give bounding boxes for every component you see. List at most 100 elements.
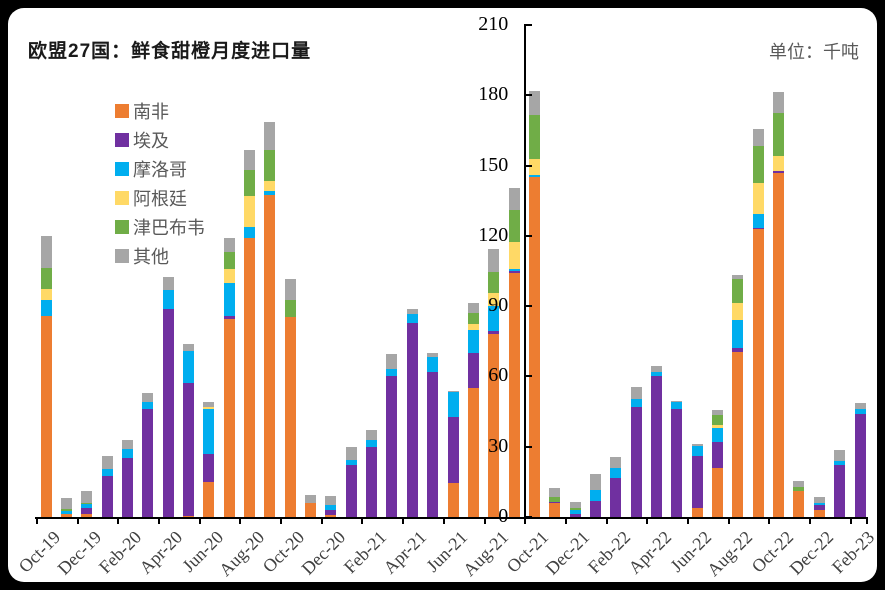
bar-segment-其他: [223, 238, 235, 253]
chart-legend: 南非 埃及 摩洛哥 阿根廷 津巴布韦 其他: [115, 96, 205, 270]
bar-segment-摩洛哥: [142, 402, 154, 410]
x-axis-label-Aug-22: Aug-22: [702, 527, 757, 581]
bar-segment-南非: [284, 316, 296, 517]
bar-segment-埃及: [569, 513, 581, 517]
x-axis-tick: [117, 517, 120, 524]
bar-segment-摩洛哥: [40, 300, 52, 316]
bar-Mar-20: [142, 392, 154, 517]
bar-segment-摩洛哥: [691, 445, 703, 457]
legend-swatch-icon: [115, 219, 129, 234]
legend-label: 阿根廷: [133, 188, 187, 209]
bar-segment-其他: [773, 91, 785, 113]
x-axis-label-Apr-21: Apr-21: [379, 527, 431, 578]
legend-swatch-icon: [115, 103, 129, 118]
x-axis-tick: [35, 517, 38, 524]
x-axis-tick: [849, 517, 852, 524]
x-axis-tick: [76, 517, 79, 524]
chart-title: 欧盟27国：鲜食甜橙月度进口量: [28, 41, 312, 62]
bar-segment-其他: [610, 457, 622, 468]
bar-segment-南非: [244, 238, 255, 517]
y-axis-tick-label: 30: [488, 434, 509, 457]
bar-segment-津巴布韦: [569, 507, 581, 510]
bar-segment-摩洛哥: [366, 439, 378, 447]
y-axis-tick: [524, 305, 533, 308]
bar-segment-其他: [671, 401, 683, 403]
bar-segment-阿根廷: [488, 293, 500, 307]
bar-segment-南非: [40, 315, 52, 517]
bar-segment-其他: [366, 430, 378, 440]
bar-segment-南非: [305, 502, 317, 517]
bar-segment-津巴布韦: [264, 150, 276, 181]
bar-segment-南非: [712, 467, 724, 517]
bar-segment-津巴布韦: [752, 145, 764, 184]
bar-segment-其他: [813, 497, 825, 503]
bar-Jan-21: [345, 446, 357, 517]
bar-May-21: [427, 353, 439, 517]
bar-segment-摩洛哥: [610, 467, 622, 479]
legend-item-4: 津巴布韦: [115, 212, 205, 241]
bar-segment-南非: [528, 177, 540, 517]
x-axis-tick: [564, 517, 567, 524]
legend-swatch-icon: [115, 190, 129, 205]
bar-Aug-20: [244, 150, 255, 517]
y-axis-tick: [524, 445, 533, 448]
bar-segment-摩洛哥: [651, 371, 662, 377]
bar-Feb-23: [854, 403, 866, 517]
bar-segment-津巴布韦: [488, 272, 500, 294]
bar-segment-南非: [182, 515, 194, 517]
bar-segment-埃及: [162, 308, 174, 517]
bar-segment-其他: [406, 308, 418, 315]
bar-segment-埃及: [101, 476, 113, 517]
bar-segment-埃及: [508, 271, 520, 274]
bar-segment-阿根廷: [223, 268, 235, 283]
x-axis-label-Feb-21: Feb-21: [339, 527, 390, 578]
bar-segment-其他: [589, 473, 601, 491]
bar-segment-阿根廷: [244, 196, 255, 227]
bar-Apr-22: [651, 365, 662, 517]
bar-segment-南非: [467, 388, 479, 517]
bar-segment-南非: [325, 514, 337, 517]
y-axis-tick: [524, 164, 533, 167]
bar-segment-其他: [712, 410, 724, 416]
x-axis-label-Aug-20: Aug-20: [214, 527, 268, 581]
bar-May-20: [182, 343, 194, 517]
bar-segment-摩洛哥: [671, 402, 683, 410]
y-axis-tick-label: 210: [478, 13, 509, 35]
x-axis-tick: [524, 517, 527, 524]
x-axis-tick: [361, 517, 364, 524]
bar-segment-摩洛哥: [834, 460, 846, 466]
chart-card: 欧盟27国：鲜食甜橙月度进口量 单位：千吨 南非 埃及 摩洛哥 阿根廷 津巴布韦 其他 0…: [8, 8, 878, 582]
bar-segment-摩洛哥: [589, 490, 601, 501]
bar-segment-埃及: [427, 371, 439, 517]
legend-label: 其他: [133, 246, 169, 267]
bar-segment-其他: [81, 491, 93, 503]
bar-segment-南非: [223, 319, 235, 517]
bar-Apr-20: [162, 276, 174, 517]
legend-item-2: 摩洛哥: [115, 154, 205, 183]
bar-segment-其他: [793, 480, 805, 487]
bar-segment-其他: [447, 390, 459, 392]
x-axis-tick: [442, 517, 445, 524]
bar-segment-阿根廷: [508, 241, 520, 269]
x-axis-end-tick: [866, 517, 868, 524]
bar-segment-埃及: [712, 442, 724, 468]
bar-segment-摩洛哥: [813, 502, 825, 506]
bar-segment-摩洛哥: [182, 350, 194, 384]
x-axis-label-Feb-20: Feb-20: [95, 527, 146, 578]
bar-segment-摩洛哥: [406, 314, 418, 323]
bar-segment-摩洛哥: [712, 428, 724, 443]
x-axis-tick: [605, 517, 608, 524]
bar-segment-埃及: [345, 465, 357, 517]
bar-segment-南非: [488, 334, 500, 517]
bar-segment-其他: [488, 248, 500, 273]
bar-segment-南非: [773, 172, 785, 517]
bar-segment-埃及: [671, 409, 683, 517]
x-axis-label-Apr-22: Apr-22: [623, 527, 675, 578]
bar-segment-埃及: [630, 406, 642, 517]
x-axis-tick: [727, 517, 730, 524]
bar-segment-其他: [732, 274, 744, 280]
bar-segment-阿根廷: [752, 183, 764, 214]
x-axis-label-Dec-22: Dec-22: [785, 527, 838, 579]
bar-segment-其他: [121, 439, 133, 450]
bar-segment-埃及: [386, 376, 398, 517]
